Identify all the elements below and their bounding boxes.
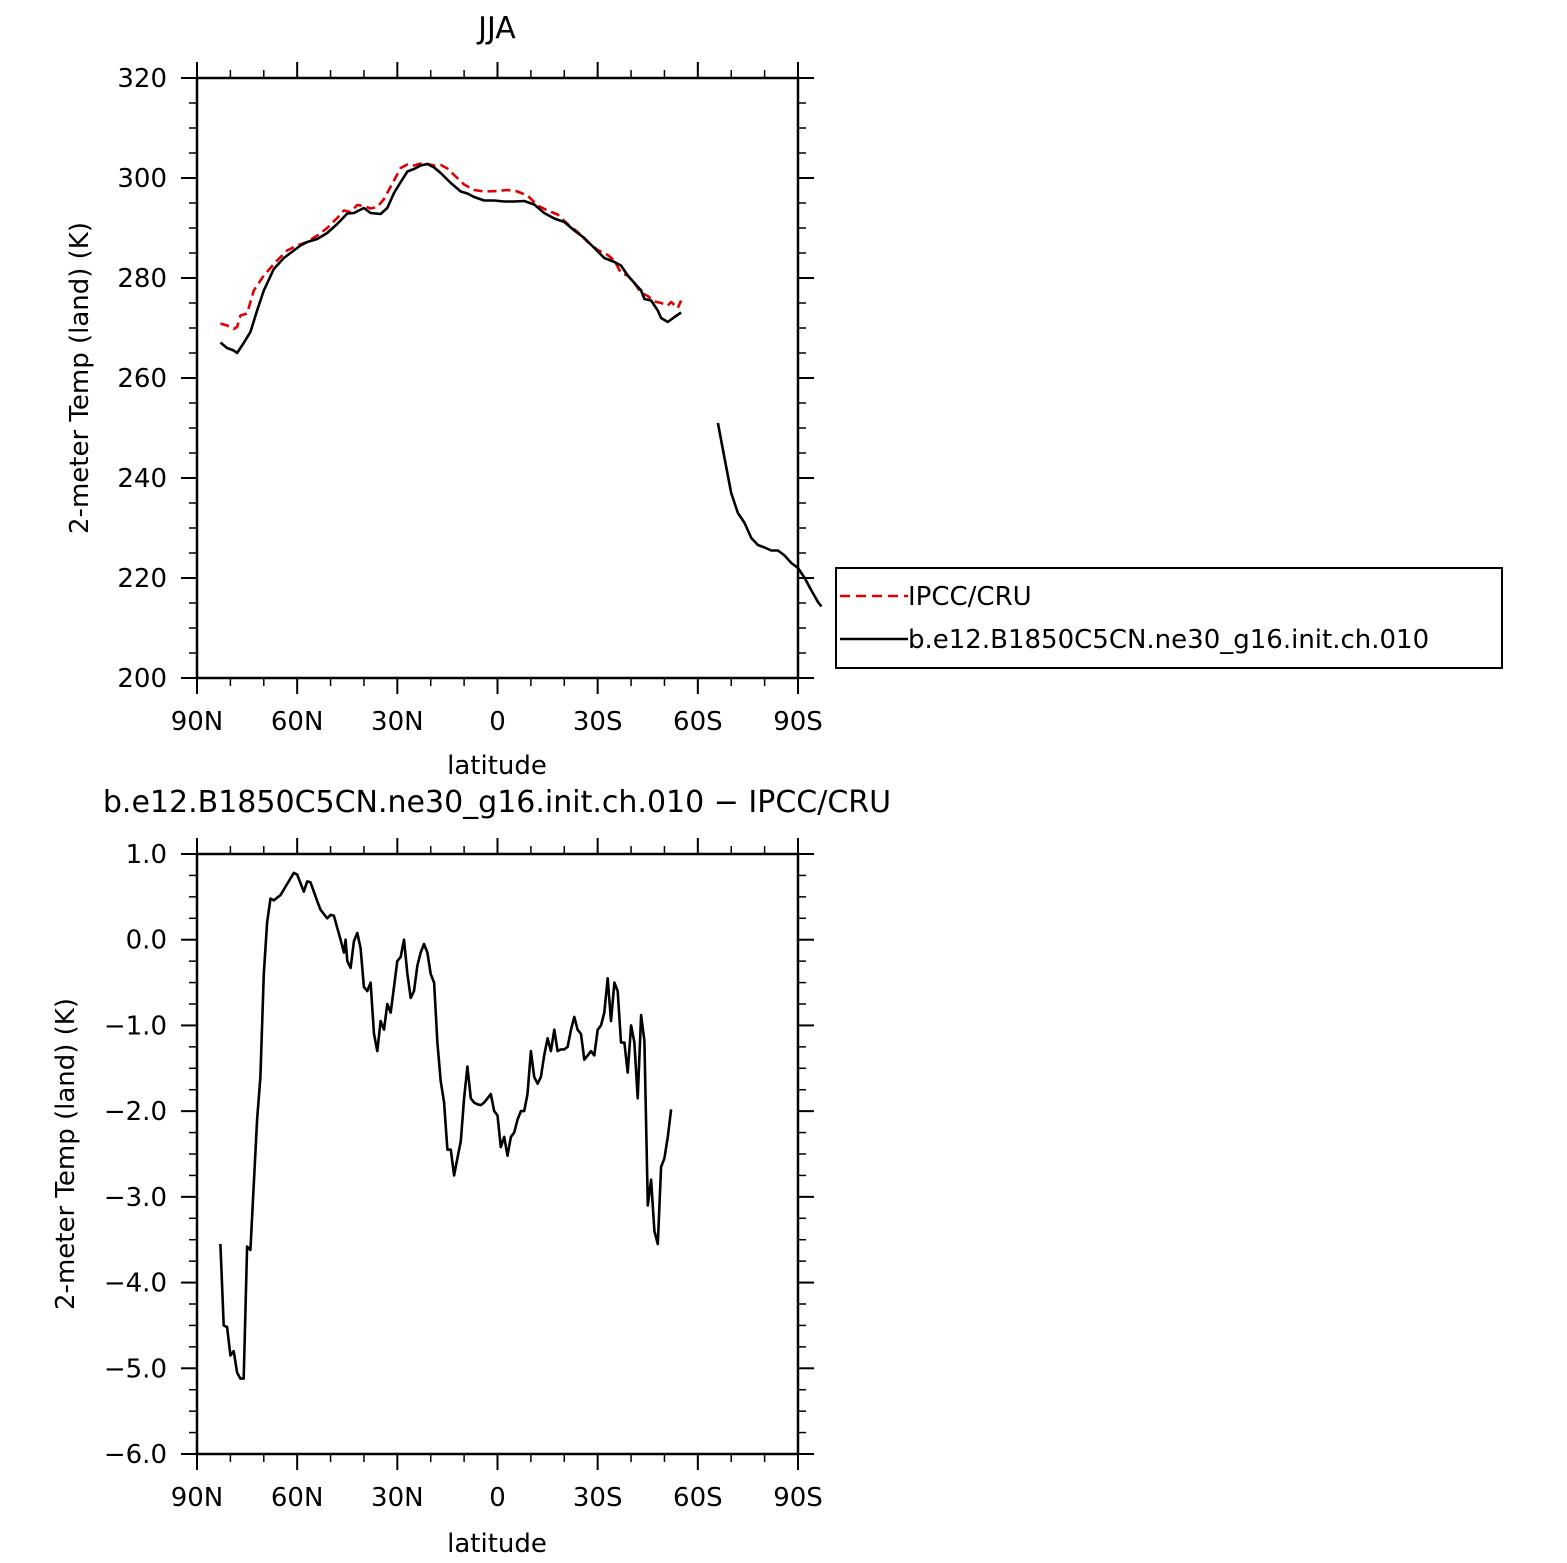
legend-label-model: b.e12.B1850C5CN.ne30_g16.init.ch.010	[908, 625, 1429, 655]
bottom-panel-title: b.e12.B1850C5CN.ne30_g16.init.ch.010 − I…	[103, 785, 891, 820]
top-series-0-line	[220, 162, 683, 331]
bottom-y-tick-label: −3.0	[104, 1183, 167, 1213]
bottom-x-tick-label: 0	[489, 1483, 506, 1513]
top-x-tick-label: 30N	[371, 707, 424, 737]
bottom-x-tick-label: 30S	[573, 1483, 623, 1513]
top-y-tick-label: 220	[117, 564, 167, 594]
top-panel-temperature: JJA 90N 60N 30N 0 30S 60S 90S 200 220 240 260 280 30…	[65, 11, 823, 781]
top-panel-title: JJA	[476, 11, 516, 46]
top-y-tick-label: 300	[117, 164, 167, 194]
bottom-y-tick-label: 0.0	[126, 926, 167, 956]
bottom-y-tick-label: 1.0	[126, 840, 167, 870]
top-x-tick-label: 60N	[271, 707, 324, 737]
top-y-axis-label: 2-meter Temp (land) (K)	[65, 222, 95, 534]
top-x-axis-label: latitude	[447, 751, 547, 781]
top-y-tick-label: 280	[117, 264, 167, 294]
legend-label-ipcc-cru: IPCC/CRU	[908, 582, 1032, 612]
top-x-tick-label: 60S	[673, 707, 723, 737]
top-y-tick-label: 240	[117, 464, 167, 494]
top-plot-frame	[195, 76, 800, 680]
top-x-tick-label: 0	[489, 707, 506, 737]
bottom-y-tick-label: −5.0	[104, 1354, 167, 1384]
top-y-tick-label: 260	[117, 364, 167, 394]
bottom-y-tick-label: −1.0	[104, 1011, 167, 1041]
top-x-tick-label: 90S	[773, 707, 823, 737]
bottom-x-tick-label: 60S	[673, 1483, 723, 1513]
bottom-y-tick-label: −2.0	[104, 1097, 167, 1127]
bottom-panel-difference: b.e12.B1850C5CN.ne30_g16.init.ch.010 − I…	[51, 785, 891, 1559]
bottom-series-0-line	[219, 871, 673, 1380]
bottom-y-tick-label: −6.0	[104, 1440, 167, 1470]
top-series-1-line-segment-1	[716, 422, 823, 608]
bottom-plot-area: 90N 60N 30N 0 30S 60S 90S 1.0 0.0 −1.0 −2.0 −3.0 −4.…	[104, 838, 823, 1513]
legend-box	[835, 567, 1503, 669]
top-y-tick-label: 320	[117, 64, 167, 94]
bottom-x-tick-label: 90S	[773, 1483, 823, 1513]
top-series-1-line-segment-0	[219, 162, 682, 355]
top-y-tick-label: 200	[117, 664, 167, 694]
top-plot-area: 90N 60N 30N 0 30S 60S 90S 200 220 240 260 280 300 320	[117, 62, 823, 737]
bottom-x-tick-label: 90N	[171, 1483, 224, 1513]
top-x-tick-label: 30S	[573, 707, 623, 737]
legend: IPCC/CRU b.e12.B1850C5CN.ne30_g16.init.c…	[835, 567, 1503, 669]
bottom-plot-frame	[195, 852, 800, 1456]
bottom-x-tick-label: 30N	[371, 1483, 424, 1513]
top-x-tick-label: 90N	[171, 707, 224, 737]
bottom-y-tick-label: −4.0	[104, 1269, 167, 1299]
bottom-x-tick-label: 60N	[271, 1483, 324, 1513]
bottom-y-axis-label: 2-meter Temp (land) (K)	[51, 998, 81, 1310]
bottom-x-axis-label: latitude	[447, 1529, 547, 1559]
